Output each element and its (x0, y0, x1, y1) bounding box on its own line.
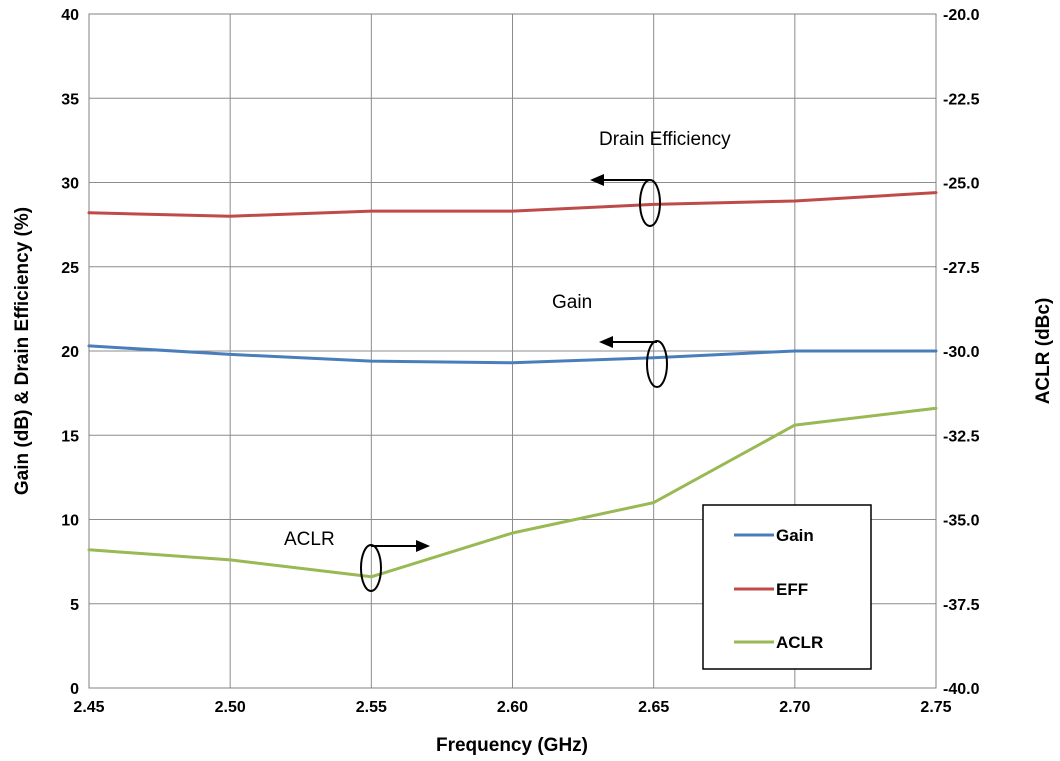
x-tick-label: 2.50 (215, 699, 246, 716)
y-tick-label: 15 (61, 428, 79, 445)
grid (88, 13, 937, 689)
x-tick-label: 2.65 (638, 699, 669, 716)
x-tick-label: 2.70 (779, 699, 810, 716)
y-tick-label: 35 (61, 91, 79, 108)
y-tick-label: 20 (61, 344, 79, 361)
legend-label-aclr: ACLR (776, 633, 823, 652)
y2-tick-label: -37.5 (943, 597, 980, 614)
legend-box (702, 504, 872, 670)
legend: Gain EFF ACLR (702, 504, 872, 670)
legend-item-aclr: ACLR (734, 633, 823, 652)
annotation-aclr-arrow-head (416, 540, 430, 552)
annotation-gain-label: Gain (552, 292, 592, 313)
y2-tick-label: -25.0 (943, 176, 980, 193)
x-tick-label: 2.60 (497, 699, 528, 716)
y-tick-label: 40 (61, 7, 79, 24)
y-tick-label: 10 (61, 513, 79, 530)
y-tick-label: 5 (70, 597, 79, 614)
y2-axis-title: ACLR (dBc) (1033, 298, 1054, 405)
tick-labels: 0 5 10 15 20 25 30 35 40 -40.0 -37.5 -35.0 -32.5 -30.… (61, 7, 979, 716)
annotation-gain: Gain (552, 292, 668, 388)
y-axis-title: Gain (dB) & Drain Efficiency (%) (12, 207, 33, 495)
y2-tick-label: -30.0 (943, 344, 980, 361)
annotation-aclr: ACLR (284, 529, 430, 592)
annotation-drain-efficiency-arrow-head (590, 174, 604, 186)
x-tick-label: 2.45 (73, 699, 104, 716)
y2-tick-label: -32.5 (943, 428, 980, 445)
y2-tick-label: -27.5 (943, 260, 980, 277)
legend-label-gain: Gain (776, 526, 814, 545)
y-tick-label: 0 (70, 681, 79, 698)
y2-tick-label: -22.5 (943, 91, 980, 108)
y2-tick-label: -35.0 (943, 513, 980, 530)
legend-item-gain: Gain (734, 526, 814, 545)
annotation-drain-efficiency-label: Drain Efficiency (599, 129, 731, 150)
series-line-gain (87, 344, 938, 365)
annotation-gain-ellipse (646, 340, 668, 388)
y-tick-label: 25 (61, 260, 79, 277)
x-axis-title: Frequency (GHz) (436, 735, 588, 756)
y2-tick-label: -20.0 (943, 7, 980, 24)
y2-tick-label: -40.0 (943, 681, 980, 698)
series-line-eff (87, 191, 938, 218)
x-tick-label: 2.75 (920, 699, 951, 716)
y-tick-label: 30 (61, 176, 79, 193)
x-tick-label: 2.55 (356, 699, 387, 716)
series-line-aclr (87, 406, 938, 579)
series-lines (87, 191, 938, 579)
annotation-gain-arrow-head (599, 336, 613, 348)
legend-item-eff: EFF (734, 580, 808, 599)
annotation-drain-efficiency: Drain Efficiency (590, 129, 731, 227)
legend-label-eff: EFF (776, 580, 808, 599)
annotation-aclr-label: ACLR (284, 529, 335, 550)
